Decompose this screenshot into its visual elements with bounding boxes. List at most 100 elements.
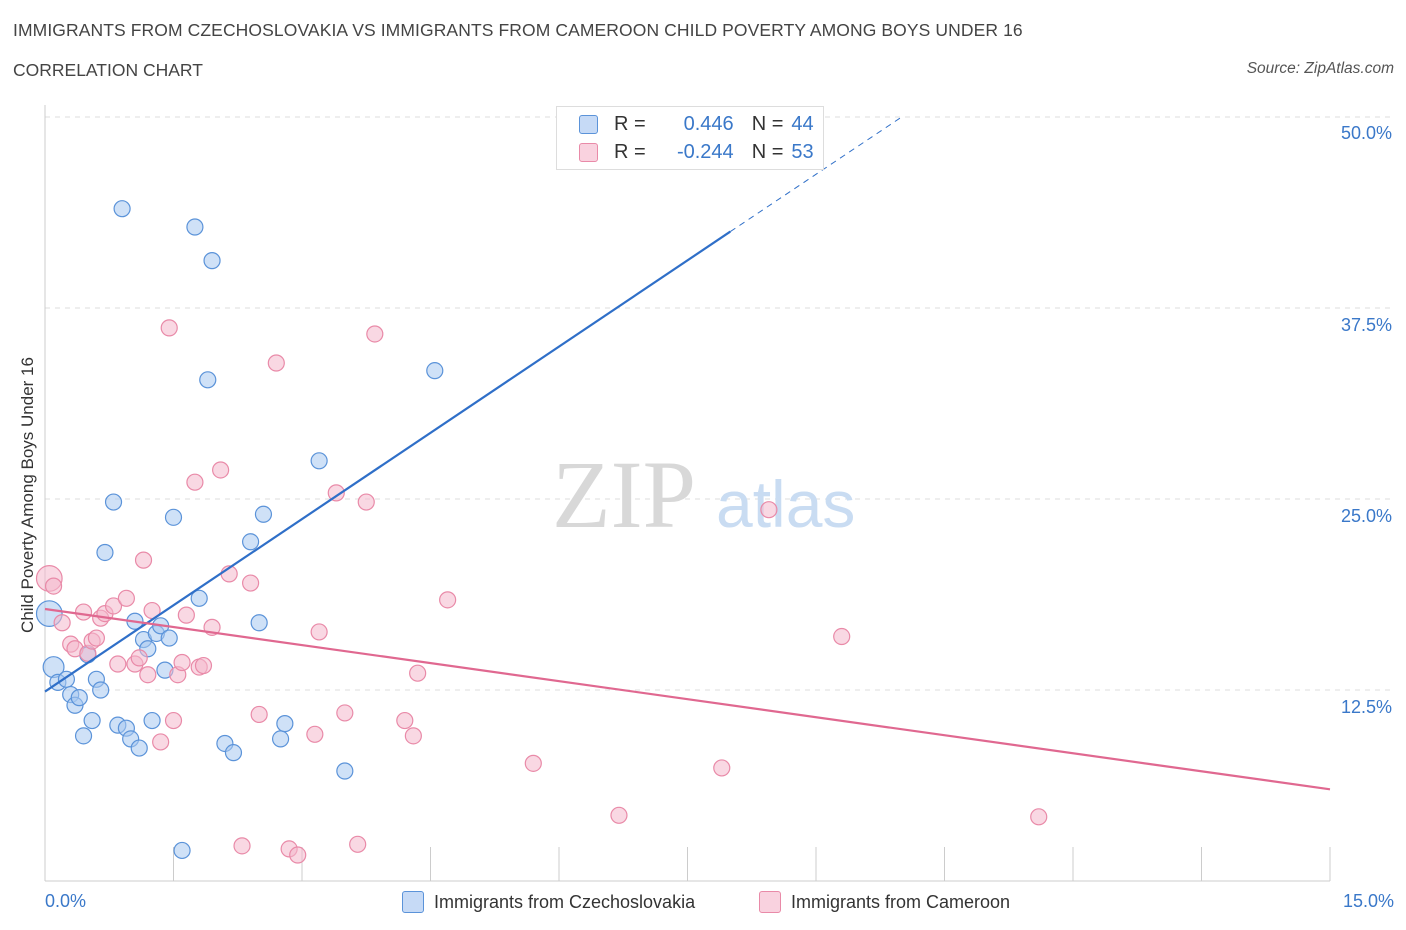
data-point (164, 508, 183, 526)
legend-n-value: 44 (791, 112, 814, 135)
data-point (53, 614, 71, 632)
data-point (349, 835, 367, 853)
data-point (404, 727, 422, 745)
data-point (250, 614, 268, 632)
trend-lines (44, 116, 1331, 791)
data-point (327, 484, 345, 502)
data-point (366, 325, 384, 343)
data-point (310, 623, 328, 641)
data-point (396, 711, 414, 730)
data-point (310, 452, 328, 470)
bottom-legend-label: Immigrants from Cameroon (791, 891, 1011, 912)
legend-swatch-pink (579, 142, 598, 162)
bottom-legend-cameroon: Immigrants from Cameroon (759, 889, 1010, 915)
data-point (199, 371, 217, 389)
data-point (203, 252, 221, 270)
data-point (336, 704, 354, 722)
stats-legend: R = 0.446 N = 44 R = -0.244 N = 53 (556, 106, 824, 170)
data-point (254, 505, 273, 523)
x-tick-label-min: 0.0% (45, 891, 87, 911)
data-point (276, 715, 294, 733)
x-tick-label-max: 15.0% (1342, 891, 1394, 911)
legend-r-value: 0.446 (683, 112, 734, 135)
legend-n-label: N = (751, 140, 784, 163)
y-tick-label: 25.0% (1340, 506, 1392, 526)
data-point (113, 200, 131, 218)
data-point (173, 841, 191, 860)
data-point (242, 533, 260, 551)
data-point (164, 711, 183, 730)
legend-row-czechoslovakia: R = 0.446 N = 44 (579, 112, 814, 136)
data-point (336, 762, 354, 780)
bottom-legend-label: Immigrants from Czechoslovakia (434, 891, 696, 912)
data-point (134, 551, 153, 569)
legend-r-value: -0.244 (676, 140, 734, 163)
data-point (233, 837, 251, 855)
data-point (194, 656, 213, 675)
y-tick-label: 12.5% (1340, 697, 1392, 717)
legend-r-label: R = (614, 140, 646, 163)
legend-row-cameroon: R = -0.244 N = 53 (579, 140, 814, 164)
legend-n-label: N = (751, 112, 784, 135)
data-point (1030, 808, 1048, 826)
legend-n-value: 53 (791, 140, 814, 163)
data-point (109, 655, 127, 673)
data-point (104, 597, 123, 615)
legend-swatch-blue (579, 114, 598, 134)
trend-line-cameroon (44, 607, 1331, 791)
data-point (267, 354, 285, 372)
data-point (242, 574, 260, 592)
data-point (139, 666, 157, 684)
data-point (130, 739, 148, 757)
data-point (760, 501, 778, 519)
data-point (130, 649, 148, 667)
data-point (70, 689, 88, 707)
data-point (357, 493, 375, 511)
data-point (177, 606, 195, 624)
series-czechoslovakia (35, 200, 444, 860)
data-point (152, 733, 170, 751)
data-point (143, 711, 161, 730)
source-label: Source: ZipAtlas.com (1246, 60, 1394, 77)
data-point (83, 711, 101, 730)
data-point (224, 744, 243, 762)
data-point (833, 627, 851, 646)
y-tick-label: 50.0% (1340, 123, 1392, 143)
data-point (250, 705, 268, 724)
watermark: ZIP atlas (552, 441, 855, 548)
data-point (409, 664, 427, 682)
bottom-legend-czechoslovakia: Immigrants from Czechoslovakia (402, 889, 695, 915)
chart-title: IMMIGRANTS FROM CZECHOSLOVAKIA VS IMMIGR… (13, 20, 1023, 40)
trend-line-czechoslovakia-extension (730, 116, 902, 233)
data-point (439, 591, 457, 609)
series-cameroon (35, 319, 1048, 864)
data-point (104, 493, 123, 511)
data-point (117, 589, 135, 607)
data-point (44, 577, 63, 595)
axes (44, 105, 1331, 882)
bottom-legend-swatch-blue (402, 891, 424, 913)
data-point (87, 629, 106, 647)
chart-subtitle: CORRELATION CHART (13, 60, 203, 80)
data-point (426, 362, 444, 380)
data-point (74, 603, 93, 621)
data-point (610, 806, 628, 824)
data-point (173, 653, 191, 672)
data-point (186, 473, 204, 491)
watermark-atlas: atlas (716, 467, 855, 541)
data-point (186, 218, 204, 236)
data-point (160, 319, 178, 337)
data-point (713, 759, 731, 777)
data-point (74, 727, 93, 745)
trend-line-czechoslovakia (44, 230, 731, 693)
grid-lines (45, 116, 1395, 691)
data-point (212, 461, 230, 479)
y-tick-label: 37.5% (1340, 315, 1392, 335)
data-point (289, 846, 307, 864)
data-point (92, 681, 110, 699)
bottom-legend-swatch-pink (759, 891, 781, 913)
legend-r-label: R = (614, 112, 646, 135)
data-point (306, 725, 324, 743)
data-point (524, 754, 542, 772)
